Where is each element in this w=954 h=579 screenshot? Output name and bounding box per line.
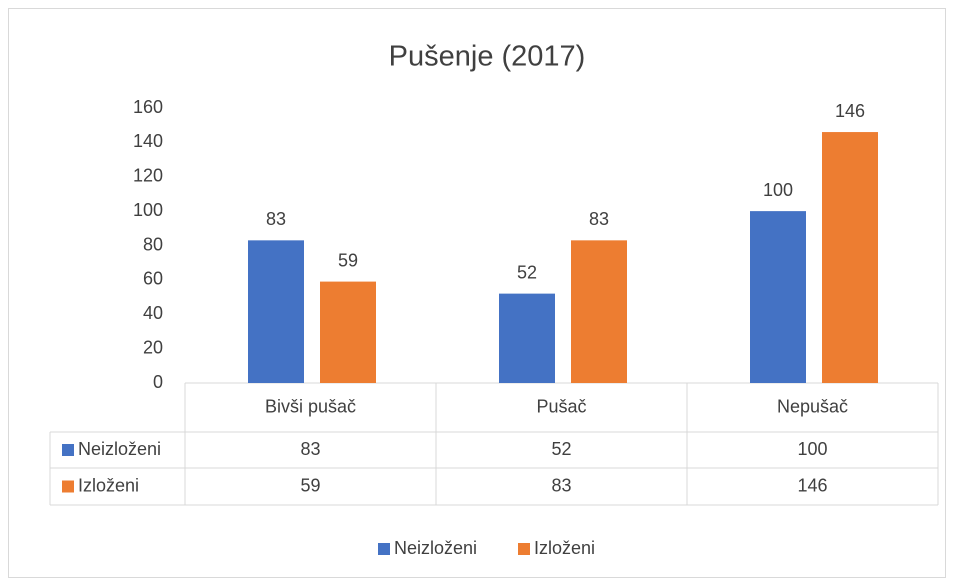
table-row-header: Neizloženi: [78, 439, 161, 459]
y-tick-label: 0: [153, 372, 163, 392]
legend-key: [518, 543, 530, 555]
bar: [499, 293, 555, 383]
data-label: 100: [763, 180, 793, 200]
legend-key: [378, 543, 390, 555]
bar: [750, 211, 806, 383]
data-label: 52: [517, 262, 537, 282]
bar: [571, 240, 627, 383]
data-label: 59: [338, 250, 358, 270]
data-label: 83: [266, 209, 286, 229]
y-tick-label: 80: [143, 234, 163, 254]
y-tick-label: 60: [143, 269, 163, 289]
bar: [248, 240, 304, 383]
y-tick-label: 160: [133, 97, 163, 117]
data-label: 83: [589, 209, 609, 229]
y-tick-label: 40: [143, 303, 163, 323]
x-tick-label: Pušač: [536, 396, 586, 416]
x-tick-label: Bivši pušač: [265, 396, 356, 416]
y-tick-label: 20: [143, 337, 163, 357]
legend-label: Izloženi: [534, 538, 595, 558]
chart-title: Pušenje (2017): [389, 41, 586, 73]
x-tick-label: Nepušač: [777, 396, 848, 416]
legend-label: Neizloženi: [394, 538, 477, 558]
bar: [822, 132, 878, 383]
bar: [320, 281, 376, 383]
y-tick-label: 140: [133, 131, 163, 151]
table-cell: 83: [551, 475, 571, 495]
table-legend-key: [62, 480, 74, 493]
data-label: 146: [835, 101, 865, 121]
table-legend-key: [62, 444, 74, 456]
table-cell: 83: [300, 439, 320, 459]
table-cell: 146: [797, 475, 827, 495]
table-cell: 59: [300, 475, 320, 495]
table-cell: 100: [797, 439, 827, 459]
table-row-header: Izloženi: [78, 475, 139, 495]
table-cell: 52: [551, 439, 571, 459]
y-tick-label: 100: [133, 200, 163, 220]
y-tick-label: 120: [133, 166, 163, 186]
